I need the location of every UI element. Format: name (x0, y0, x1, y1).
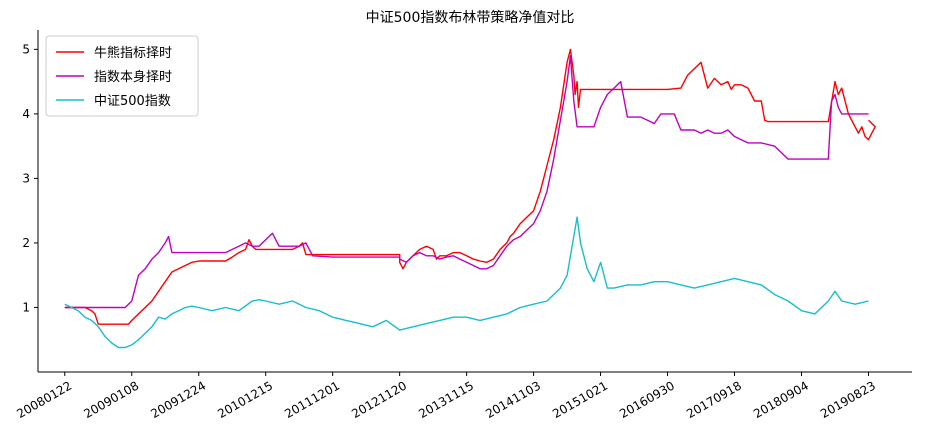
y-tick-label: 1 (22, 300, 30, 314)
y-tick-label: 2 (22, 236, 30, 250)
series-lines (64, 48, 876, 349)
x-tick-label: 20101215 (215, 378, 275, 421)
x-tick-label: 20121120 (349, 378, 409, 421)
legend-label-3: 中证500指数 (94, 94, 171, 109)
x-tick-label: 20190823 (818, 378, 878, 421)
series-line-3 (64, 216, 869, 349)
y-axis-ticks: 1 2 3 4 5 (22, 42, 38, 314)
y-tick-label: 4 (22, 107, 30, 121)
x-tick-label: 20131115 (416, 378, 476, 421)
y-tick-label: 3 (22, 171, 30, 185)
legend-label-1: 牛熊指标择时 (94, 45, 172, 61)
x-tick-label: 20111201 (282, 378, 342, 421)
legend-box (45, 35, 199, 117)
x-tick-label: 20141103 (483, 378, 543, 421)
x-tick-label: 20160930 (617, 378, 677, 421)
chart-title: 中证500指数布林带策略净值对比 (366, 9, 575, 26)
x-tick-label: 20080122 (14, 378, 74, 421)
series-line-1 (64, 48, 876, 325)
axes (37, 30, 912, 373)
y-tick-label: 5 (22, 42, 30, 56)
x-tick-label: 20090108 (81, 378, 141, 421)
x-axis-ticks: 20080122 20090108 20091224 20101215 20111201… (14, 372, 878, 421)
x-tick-label: 20170918 (684, 378, 744, 421)
x-tick-label: 20180904 (751, 378, 811, 421)
series-line-2 (64, 55, 869, 309)
x-tick-label: 20151021 (550, 378, 610, 421)
x-tick-label: 20091224 (148, 378, 208, 421)
legend-label-2: 指数本身择时 (94, 69, 172, 85)
